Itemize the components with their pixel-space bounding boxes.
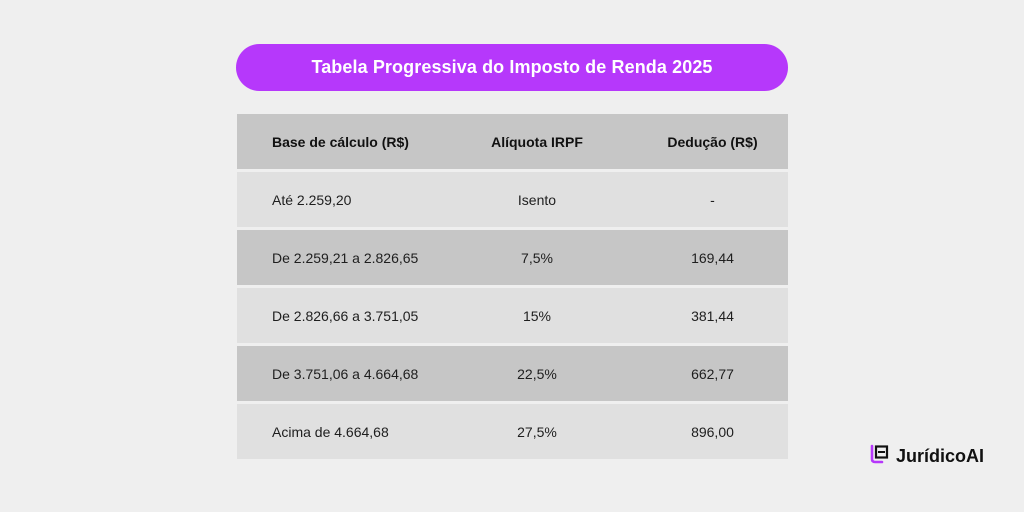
table-row: Até 2.259,20 Isento -: [237, 172, 788, 227]
tax-table: Base de cálculo (R$) Alíquota IRPF Deduç…: [237, 114, 788, 462]
cell-base: Acima de 4.664,68: [272, 423, 389, 440]
table-row: De 2.826,66 a 3.751,05 15% 381,44: [237, 288, 788, 343]
cell-deducao: 896,00: [691, 423, 734, 440]
brand-logo: JurídicoAI: [870, 444, 984, 468]
cell-aliquota: 27,5%: [517, 423, 557, 440]
cell-base: De 3.751,06 a 4.664,68: [272, 365, 419, 382]
header-aliquota: Alíquota IRPF: [491, 133, 583, 150]
cell-deducao: 169,44: [691, 249, 734, 266]
cell-aliquota: Isento: [517, 191, 557, 208]
cell-base: De 2.826,66 a 3.751,05: [272, 307, 419, 324]
table-row: De 3.751,06 a 4.664,68 22,5% 662,77: [237, 346, 788, 401]
table-row: Acima de 4.664,68 27,5% 896,00: [237, 404, 788, 459]
juridicoai-logo-icon: [870, 444, 890, 469]
cell-aliquota: 22,5%: [517, 365, 557, 382]
header-base: Base de cálculo (R$): [272, 133, 409, 150]
header-deducao: Dedução (R$): [667, 133, 758, 150]
table-row: De 2.259,21 a 2.826,65 7,5% 169,44: [237, 230, 788, 285]
table-header: Base de cálculo (R$) Alíquota IRPF Deduç…: [237, 114, 788, 169]
cell-aliquota: 15%: [522, 307, 552, 324]
cell-deducao: -: [710, 191, 715, 208]
cell-deducao: 662,77: [691, 365, 734, 382]
page-title: Tabela Progressiva do Imposto de Renda 2…: [236, 44, 788, 91]
cell-deducao: 381,44: [691, 307, 734, 324]
cell-aliquota: 7,5%: [521, 249, 553, 266]
brand-name: JurídicoAI: [896, 445, 985, 466]
cell-base: Até 2.259,20: [272, 191, 352, 208]
cell-base: De 2.259,21 a 2.826,65: [272, 249, 419, 266]
